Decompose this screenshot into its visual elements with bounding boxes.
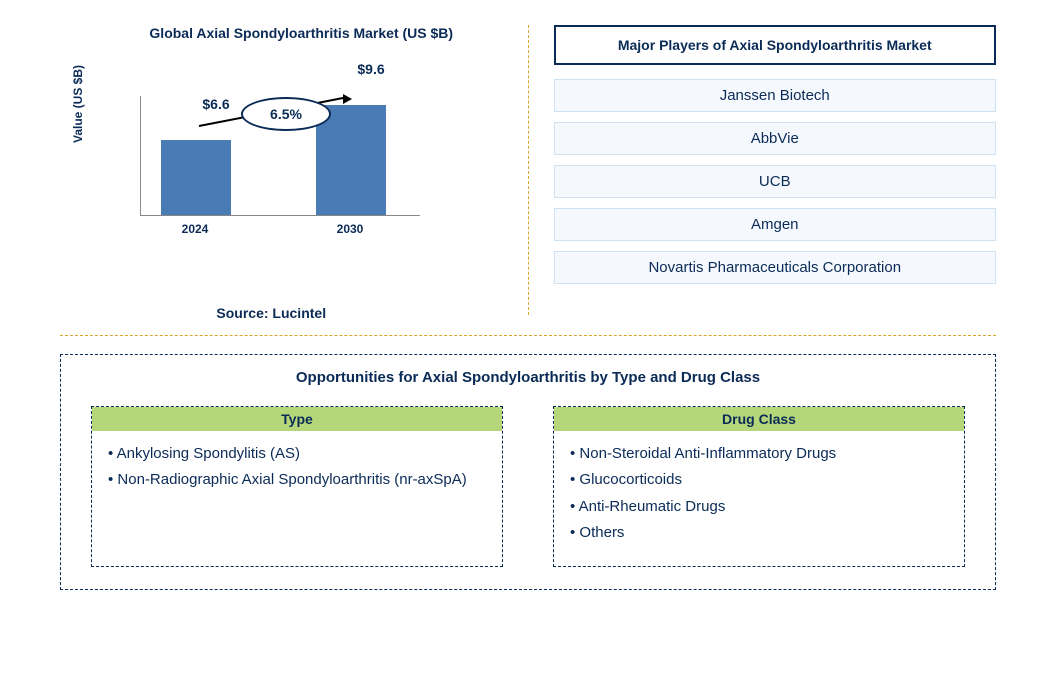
opportunities-columns: Type Ankylosing Spondylitis (AS) Non-Rad… bbox=[91, 406, 965, 567]
chart-panel: Global Axial Spondyloarthritis Market (U… bbox=[60, 25, 523, 325]
bar-2030 bbox=[316, 105, 386, 215]
list-item: Glucocorticoids bbox=[570, 467, 948, 493]
list-item: Ankylosing Spondylitis (AS) bbox=[108, 441, 486, 467]
horizontal-divider bbox=[60, 335, 996, 336]
opportunities-title: Opportunities for Axial Spondyloarthriti… bbox=[91, 369, 965, 386]
bar-2030-value: $9.6 bbox=[336, 61, 406, 77]
growth-rate-value: 6.5% bbox=[270, 106, 302, 122]
y-axis-label: Value (US $B) bbox=[71, 65, 85, 143]
infographic-container: Global Axial Spondyloarthritis Market (U… bbox=[0, 0, 1056, 673]
list-item: Non-Radiographic Axial Spondyloarthritis… bbox=[108, 467, 486, 493]
player-item: Amgen bbox=[554, 208, 997, 241]
major-players-panel: Major Players of Axial Spondyloarthritis… bbox=[544, 25, 997, 325]
player-item: UCB bbox=[554, 165, 997, 198]
type-column-body: Ankylosing Spondylitis (AS) Non-Radiogra… bbox=[92, 431, 502, 566]
growth-rate-ellipse: 6.5% bbox=[241, 97, 331, 131]
top-section: Global Axial Spondyloarthritis Market (U… bbox=[60, 25, 996, 325]
players-header: Major Players of Axial Spondyloarthritis… bbox=[554, 25, 997, 65]
bar-chart: Value (US $B) $6.6 $9.6 6.5% 2024 bbox=[120, 71, 420, 241]
growth-arrow-head bbox=[343, 94, 352, 104]
list-item: Non-Steroidal Anti-Inflammatory Drugs bbox=[570, 441, 948, 467]
type-column: Type Ankylosing Spondylitis (AS) Non-Rad… bbox=[91, 406, 503, 567]
list-item: Others bbox=[570, 520, 948, 546]
player-item: AbbVie bbox=[554, 122, 997, 155]
drug-class-column-body: Non-Steroidal Anti-Inflammatory Drugs Gl… bbox=[554, 431, 964, 566]
player-item: Janssen Biotech bbox=[554, 79, 997, 112]
opportunities-section: Opportunities for Axial Spondyloarthriti… bbox=[60, 354, 996, 590]
drug-class-column: Drug Class Non-Steroidal Anti-Inflammato… bbox=[553, 406, 965, 567]
bar-2024-value: $6.6 bbox=[181, 96, 251, 112]
drug-class-column-header: Drug Class bbox=[554, 407, 964, 431]
list-item: Anti-Rheumatic Drugs bbox=[570, 494, 948, 520]
source-attribution: Source: Lucintel bbox=[60, 305, 483, 321]
chart-title: Global Axial Spondyloarthritis Market (U… bbox=[100, 25, 503, 41]
player-item: Novartis Pharmaceuticals Corporation bbox=[554, 251, 997, 284]
type-column-header: Type bbox=[92, 407, 502, 431]
vertical-divider bbox=[528, 25, 529, 315]
bar-2024 bbox=[161, 140, 231, 215]
x-tick-2024: 2024 bbox=[160, 222, 230, 236]
x-tick-2030: 2030 bbox=[315, 222, 385, 236]
chart-plot-area: $6.6 $9.6 6.5% bbox=[140, 96, 420, 216]
